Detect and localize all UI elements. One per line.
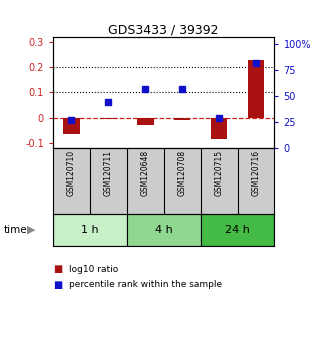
Bar (127, 214, 201, 246)
Text: 4 h: 4 h (155, 225, 173, 235)
Bar (211, 118, 227, 139)
Point (69, 117, 74, 123)
Text: time: time (3, 225, 27, 235)
Bar (174, 118, 190, 120)
Point (143, 86, 148, 92)
Point (106, 99, 111, 105)
Text: ■: ■ (53, 264, 62, 274)
Text: 1 h: 1 h (81, 225, 99, 235)
Title: GDS3433 / 39392: GDS3433 / 39392 (108, 23, 219, 36)
Point (253, 60, 258, 66)
Bar (137, 118, 153, 125)
Text: ■: ■ (53, 280, 62, 290)
Bar (63, 118, 80, 134)
Text: GSM120716: GSM120716 (251, 150, 261, 196)
Text: GSM120710: GSM120710 (67, 150, 76, 196)
Bar (248, 60, 264, 118)
Bar (53, 214, 127, 246)
Text: GSM120711: GSM120711 (104, 150, 113, 196)
Bar (201, 214, 274, 246)
Text: log10 ratio: log10 ratio (69, 264, 118, 274)
Text: GSM120648: GSM120648 (141, 150, 150, 196)
Bar (100, 118, 117, 119)
Point (179, 86, 185, 92)
Text: percentile rank within the sample: percentile rank within the sample (69, 280, 222, 290)
Text: GSM120708: GSM120708 (178, 150, 187, 196)
Text: GSM120715: GSM120715 (214, 150, 224, 196)
Text: 24 h: 24 h (225, 225, 250, 235)
Point (216, 115, 221, 121)
Text: ▶: ▶ (27, 225, 35, 235)
